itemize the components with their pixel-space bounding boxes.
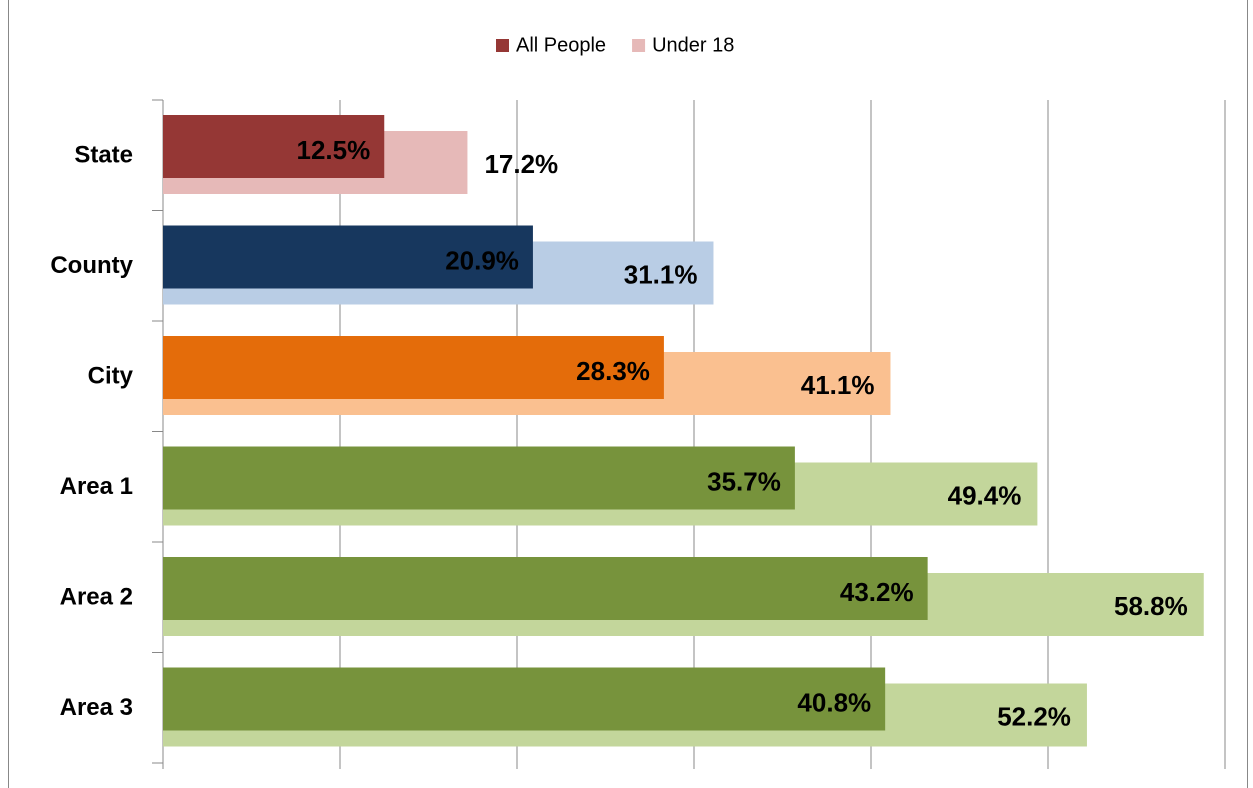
category-label: County bbox=[50, 252, 133, 279]
data-label: 40.8% bbox=[797, 687, 871, 717]
bar bbox=[163, 336, 664, 399]
bar bbox=[163, 667, 886, 731]
data-label: 17.2% bbox=[484, 149, 558, 179]
category-label: City bbox=[88, 362, 134, 389]
legend-swatch bbox=[632, 39, 646, 52]
data-label: 43.2% bbox=[840, 577, 914, 607]
data-label: 20.9% bbox=[445, 245, 519, 275]
data-label: 49.4% bbox=[948, 480, 1022, 510]
data-label: 58.8% bbox=[1114, 591, 1188, 621]
legend-label: Under 18 bbox=[652, 34, 734, 56]
data-label: 41.1% bbox=[801, 370, 875, 400]
bar bbox=[163, 446, 795, 510]
data-label: 28.3% bbox=[576, 356, 650, 386]
data-label: 12.5% bbox=[297, 135, 371, 165]
legend-label: All People bbox=[516, 34, 606, 56]
category-label: Area 3 bbox=[60, 694, 133, 721]
legend-swatch bbox=[496, 39, 509, 52]
chart-frame bbox=[8, 0, 1248, 788]
data-label: 31.1% bbox=[624, 259, 698, 289]
bar bbox=[163, 115, 385, 178]
category-label: Area 2 bbox=[60, 583, 133, 610]
bar bbox=[163, 557, 928, 620]
data-label: 52.2% bbox=[997, 701, 1071, 731]
category-label: State bbox=[74, 141, 133, 168]
data-label: 35.7% bbox=[707, 466, 781, 496]
category-label: Area 1 bbox=[60, 473, 133, 500]
bar bbox=[163, 225, 533, 289]
